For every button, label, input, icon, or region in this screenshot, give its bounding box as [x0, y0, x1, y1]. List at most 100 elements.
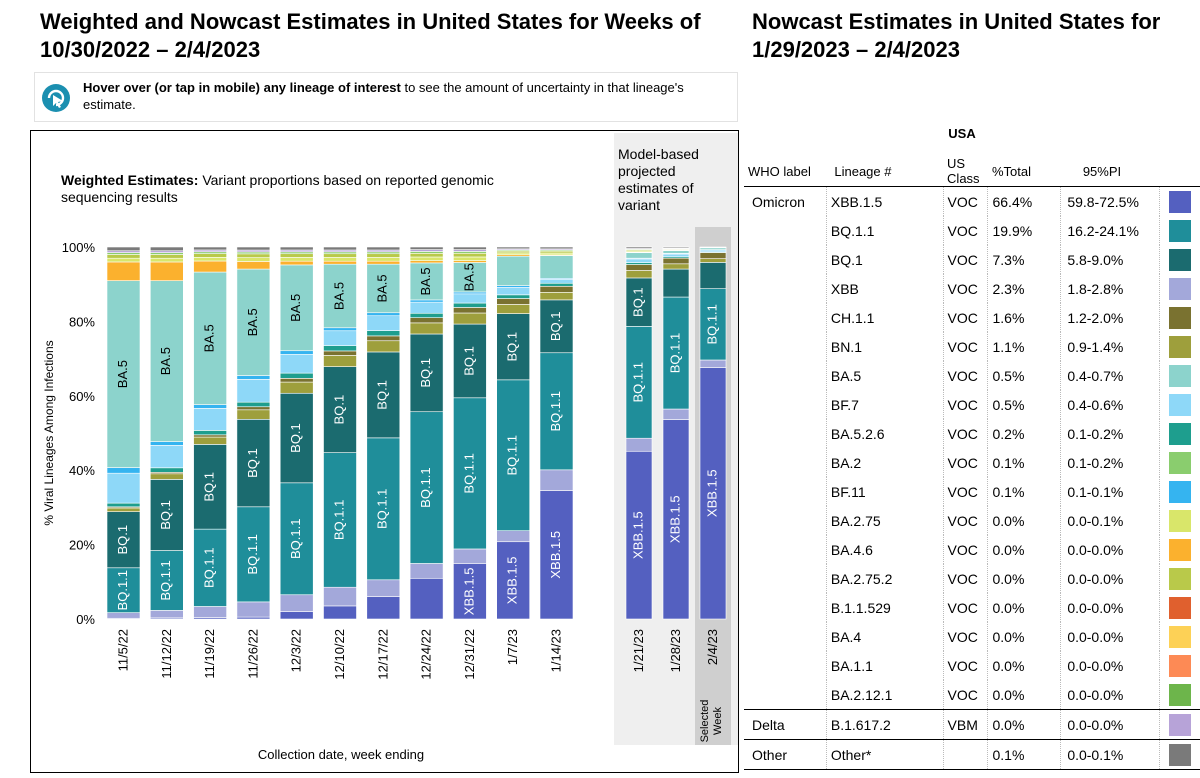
bar-segment	[323, 257, 357, 262]
table-row[interactable]: BA.2.75 VOC 0.0% 0.0-0.1%	[744, 506, 1200, 535]
nowcast-label-line: estimates of	[618, 180, 694, 196]
y-axis-title: % Viral Lineages Among Infections	[42, 340, 56, 525]
bar-segment	[409, 252, 444, 258]
bar-segment	[662, 408, 690, 420]
table-row[interactable]: BA.1.1 VOC 0.0% 0.0-0.0%	[744, 651, 1200, 680]
table-row[interactable]: XBB VOC 2.3% 1.8-2.8%	[744, 274, 1200, 303]
cell-cls: VOC	[943, 186, 989, 216]
table-row[interactable]: BQ.1.1 VOC 19.9% 16.2-24.1%	[744, 216, 1200, 245]
table-row[interactable]: BQ.1 VOC 7.3% 5.8-9.0%	[744, 245, 1200, 274]
lineage-color-swatch	[1169, 596, 1192, 619]
bar-segment	[625, 450, 653, 620]
bar-segment	[236, 419, 271, 508]
bar-segment	[366, 437, 401, 581]
cell-pct: 0.5%	[987, 390, 1062, 419]
cell-pi: 0.4-0.7%	[1060, 361, 1161, 390]
table-row[interactable]: BF.11 VOC 0.1% 0.1-0.1%	[744, 477, 1200, 506]
table-row[interactable]: B.1.1.529 VOC 0.0% 0.0-0.0%	[744, 593, 1200, 622]
bar-segment	[323, 253, 357, 258]
bar-data-label: BQ.1.1	[667, 333, 682, 373]
cell-cls: VOC	[943, 535, 989, 564]
bar-segment	[279, 392, 314, 484]
bar-data-label: BA.5	[288, 294, 303, 322]
cell-pct: 0.0%	[987, 593, 1062, 622]
bar-segment	[409, 301, 444, 314]
bar-segment	[625, 437, 653, 452]
cell-pct: 7.3%	[987, 245, 1062, 274]
cell-who	[744, 477, 826, 506]
lineage-color-swatch	[1169, 683, 1192, 706]
bar-segment	[236, 601, 271, 618]
bar-segment	[539, 246, 574, 250]
x-tick-label: 12/3/22	[289, 629, 304, 672]
header-pi: 95%PI	[1060, 156, 1160, 187]
table-row[interactable]: Omicron XBB.1.5 VOC 66.4% 59.8-72.5%	[744, 186, 1200, 216]
bar-segment	[366, 596, 401, 620]
bar-segment	[279, 260, 314, 266]
bar-segment	[366, 312, 401, 317]
bar-segment	[453, 307, 487, 314]
cell-pct: 0.0%	[987, 506, 1062, 535]
bar-segment	[539, 490, 574, 620]
bar-data-label: BQ.1.1	[288, 519, 303, 559]
bar-segment	[662, 263, 690, 270]
bar-segment	[193, 260, 227, 273]
bar-segment	[150, 441, 184, 446]
bar-data-label: BQ.1.1	[375, 489, 390, 529]
table-row[interactable]: BA.2.75.2 VOC 0.0% 0.0-0.0%	[744, 564, 1200, 593]
bar-segment	[323, 355, 357, 367]
cell-who	[744, 506, 826, 535]
cell-lineage: BF.7	[825, 390, 944, 419]
bar-segment	[625, 252, 653, 259]
table-row[interactable]: CH.1.1 VOC 1.6% 1.2-2.0%	[744, 303, 1200, 332]
cell-pct: 1.6%	[987, 303, 1062, 332]
color-swatch-cell	[1160, 332, 1200, 361]
table-row[interactable]: BN.1 VOC 1.1% 0.9-1.4%	[744, 332, 1200, 361]
table-row[interactable]: BF.7 VOC 0.5% 0.4-0.6%	[744, 390, 1200, 419]
color-swatch-cell	[1160, 448, 1200, 477]
bar-segment	[662, 419, 690, 620]
cell-lineage: BQ.1	[825, 245, 944, 274]
table-row[interactable]: Delta B.1.617.2 VBM 0.0% 0.0-0.0%	[744, 709, 1200, 740]
bar-segment	[625, 270, 653, 279]
bar-segment	[106, 472, 141, 504]
color-swatch-cell	[1160, 535, 1200, 564]
y-tick-label: 80%	[69, 314, 95, 329]
bar-segment	[496, 541, 531, 620]
bar-segment	[193, 404, 227, 409]
cell-pct: 0.0%	[987, 622, 1062, 651]
table-row[interactable]: BA.4.6 VOC 0.0% 0.0-0.0%	[744, 535, 1200, 564]
x-axis-title: Collection date, week ending	[258, 747, 424, 762]
nowcast-table: WHO label Lineage # US Class %Total 95%P…	[744, 156, 1200, 770]
bar-segment	[323, 263, 357, 329]
cell-who: Delta	[744, 709, 827, 740]
bar-data-label: BQ.1.1	[704, 304, 719, 344]
bar-data-label: XBB.1.5	[505, 557, 520, 605]
bar-data-label: BQ.1	[115, 525, 130, 555]
table-row[interactable]: Other Other* 0.1% 0.0-0.1%	[744, 739, 1200, 770]
bar-segment	[236, 261, 271, 270]
bar-segment	[625, 246, 653, 249]
table-row[interactable]: BA.5 VOC 0.5% 0.4-0.7%	[744, 361, 1200, 390]
table-row[interactable]: BA.4 VOC 0.0% 0.0-0.0%	[744, 622, 1200, 651]
cell-cls: VOC	[943, 216, 989, 245]
table-row[interactable]: BA.5.2.6 VOC 0.2% 0.1-0.2%	[744, 419, 1200, 448]
bar-segment	[193, 408, 227, 431]
cell-pi: 5.8-9.0%	[1060, 245, 1161, 274]
bar-segment	[366, 246, 401, 251]
cell-cls: VOC	[943, 622, 989, 651]
bar-segment	[323, 350, 357, 356]
y-tick-label: 40%	[69, 463, 95, 478]
table-row[interactable]: BA.2 VOC 0.1% 0.1-0.2%	[744, 448, 1200, 477]
bar-segment	[150, 479, 184, 551]
cell-pi: 0.0-0.0%	[1060, 593, 1161, 622]
bar-segment	[323, 260, 357, 265]
cell-who	[744, 332, 826, 361]
cell-lineage: BQ.1.1	[825, 216, 944, 245]
bar-data-label: BQ.1.1	[505, 435, 520, 475]
bar-segment	[496, 379, 531, 531]
bar-segment	[279, 350, 314, 355]
bar-segment	[409, 256, 444, 261]
color-swatch-cell	[1159, 186, 1200, 216]
table-row[interactable]: BA.2.12.1 VOC 0.0% 0.0-0.0%	[744, 680, 1200, 710]
